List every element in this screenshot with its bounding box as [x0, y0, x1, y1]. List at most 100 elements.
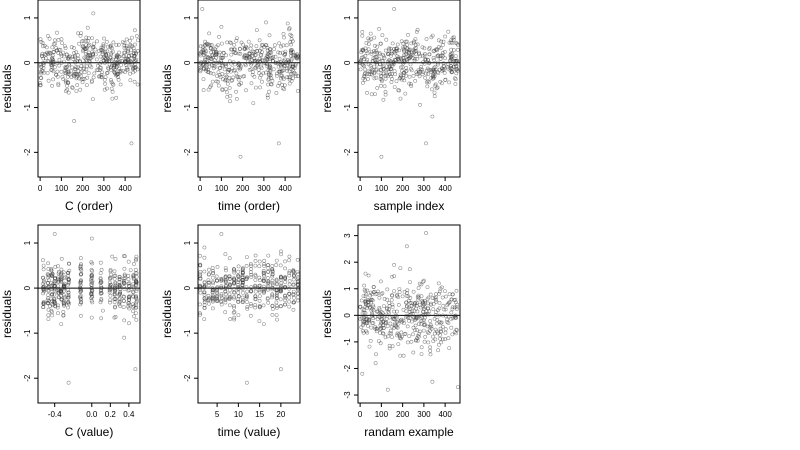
- data-point: [397, 287, 402, 292]
- data-point: [78, 280, 83, 285]
- data-point: [427, 47, 432, 52]
- data-point: [287, 269, 292, 274]
- data-point: [394, 309, 399, 314]
- data-point: [46, 293, 51, 297]
- data-point: [377, 26, 382, 31]
- data-point: [418, 329, 423, 334]
- data-point: [227, 59, 232, 64]
- data-point: [198, 51, 203, 56]
- data-point: [407, 313, 412, 318]
- x-tick-label: 0: [358, 410, 363, 419]
- data-point: [296, 272, 300, 277]
- data-point: [369, 50, 374, 55]
- data-point: [66, 282, 71, 287]
- data-point: [61, 283, 66, 288]
- data-point: [65, 52, 69, 57]
- data-point: [46, 78, 51, 83]
- data-point: [389, 80, 394, 85]
- data-point: [373, 326, 377, 331]
- data-point: [290, 39, 295, 44]
- data-point: [90, 261, 95, 266]
- data-point: [387, 304, 392, 308]
- data-point: [215, 297, 220, 302]
- data-point: [252, 56, 257, 61]
- data-point: [236, 297, 241, 302]
- data-point: [450, 51, 455, 56]
- data-point: [370, 72, 375, 77]
- data-point: [91, 11, 96, 16]
- data-point: [446, 321, 451, 325]
- data-point: [198, 67, 203, 72]
- data-point: [113, 296, 118, 301]
- data-point: [364, 41, 369, 45]
- data-point: [67, 261, 71, 266]
- data-point: [223, 279, 228, 284]
- data-point: [113, 305, 117, 310]
- chart-panel-2: 0 100 200 300 400 -2 -1 0 1 time (order) residuals: [160, 0, 301, 213]
- data-point: [202, 292, 207, 297]
- data-point: [210, 79, 215, 84]
- data-point: [249, 61, 254, 66]
- data-point: [132, 79, 137, 84]
- data-point: [127, 281, 132, 286]
- data-point: [209, 83, 214, 88]
- data-point: [413, 56, 417, 61]
- data-point: [55, 69, 60, 74]
- data-point: [89, 286, 94, 291]
- data-point: [87, 52, 92, 57]
- data-point: [79, 300, 84, 305]
- data-point: [440, 51, 445, 55]
- data-point: [295, 53, 300, 58]
- data-point: [109, 78, 113, 82]
- data-point: [63, 46, 68, 51]
- data-point: [425, 285, 430, 290]
- data-point: [446, 300, 451, 305]
- y-tick-label: 1: [23, 240, 32, 245]
- data-point: [97, 74, 101, 79]
- data-point: [219, 292, 224, 297]
- data-point: [55, 305, 60, 310]
- data-point: [428, 328, 432, 333]
- data-point: [89, 236, 94, 241]
- data-point: [291, 268, 296, 273]
- data-point: [369, 51, 374, 56]
- data-point: [426, 306, 431, 311]
- y-axis-label: residuals: [160, 64, 174, 112]
- data-point: [414, 72, 419, 77]
- data-point: [77, 41, 82, 46]
- data-point: [395, 333, 399, 338]
- data-point: [118, 68, 123, 73]
- data-point: [279, 73, 284, 78]
- data-point: [406, 49, 411, 54]
- data-point: [111, 82, 116, 87]
- data-point: [66, 80, 71, 85]
- data-point: [428, 319, 433, 323]
- data-point: [66, 305, 70, 310]
- data-point: [287, 254, 292, 259]
- data-point: [396, 302, 401, 307]
- data-point: [386, 311, 391, 316]
- data-point: [98, 65, 102, 70]
- data-point: [279, 44, 283, 49]
- data-point: [122, 278, 126, 283]
- data-point: [367, 317, 372, 322]
- data-point: [52, 297, 57, 302]
- data-point: [389, 51, 394, 56]
- data-point: [278, 51, 282, 56]
- data-point: [401, 56, 406, 61]
- data-point: [408, 54, 413, 59]
- data-point: [287, 304, 292, 309]
- data-point: [360, 33, 365, 38]
- data-point: [126, 259, 131, 264]
- data-point: [54, 46, 58, 50]
- data-point: [425, 79, 430, 84]
- data-point: [209, 63, 214, 68]
- data-point: [50, 286, 55, 291]
- data-point: [417, 331, 422, 336]
- data-point: [132, 314, 136, 319]
- data-point: [253, 65, 258, 70]
- data-point: [287, 286, 292, 291]
- data-point: [405, 288, 410, 293]
- data-point: [134, 271, 139, 276]
- data-point: [246, 55, 251, 60]
